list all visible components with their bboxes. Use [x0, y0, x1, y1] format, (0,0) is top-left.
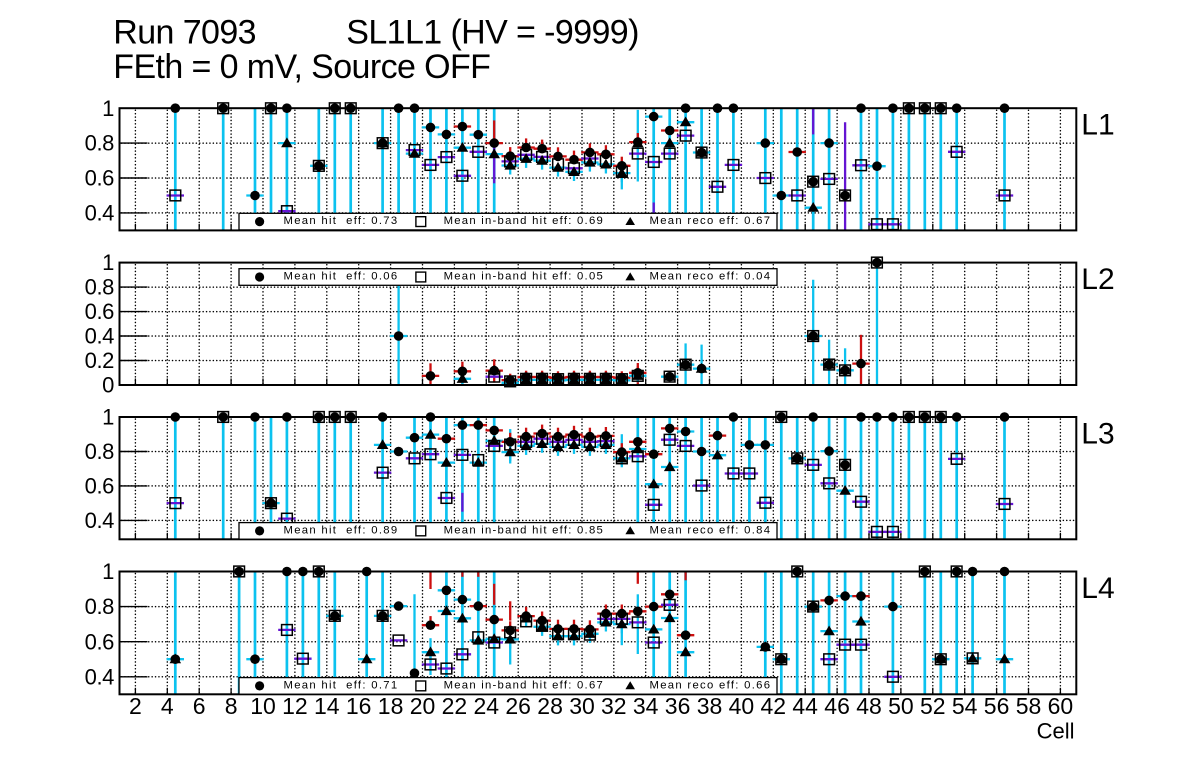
svg-text:0.2: 0.2 — [85, 348, 115, 373]
svg-text:10: 10 — [250, 693, 276, 719]
svg-text:0.8: 0.8 — [85, 594, 115, 619]
svg-text:0.8: 0.8 — [85, 131, 115, 156]
svg-text:0.4: 0.4 — [85, 664, 115, 689]
svg-text:58: 58 — [1016, 693, 1042, 719]
svg-text:1: 1 — [102, 559, 114, 584]
svg-text:L1: L1 — [1081, 109, 1114, 142]
svg-text:40: 40 — [729, 693, 755, 719]
svg-text:Mean in-band hit eff: 0.05: Mean in-band hit eff: 0.05 — [444, 271, 604, 283]
svg-text:Mean reco eff: 0.67: Mean reco eff: 0.67 — [650, 215, 772, 227]
svg-text:0.4: 0.4 — [85, 508, 115, 533]
svg-text:Mean hit eff: 0.71: Mean hit eff: 0.71 — [284, 680, 399, 692]
svg-text:Mean hit eff: 0.06: Mean hit eff: 0.06 — [284, 271, 399, 283]
svg-text:Cell: Cell — [1037, 719, 1075, 744]
svg-text:8: 8 — [225, 693, 238, 719]
svg-text:12: 12 — [282, 693, 308, 719]
svg-text:Mean in-band hit eff: 0.67: Mean in-band hit eff: 0.67 — [444, 680, 604, 692]
svg-text:0.6: 0.6 — [85, 629, 115, 654]
svg-text:56: 56 — [984, 693, 1010, 719]
svg-text:Mean reco eff: 0.04: Mean reco eff: 0.04 — [650, 271, 772, 283]
svg-text:Mean hit eff: 0.73: Mean hit eff: 0.73 — [284, 215, 399, 227]
svg-text:Mean in-band hit eff: 0.85: Mean in-band hit eff: 0.85 — [444, 525, 604, 537]
svg-text:32: 32 — [601, 693, 627, 719]
svg-text:26: 26 — [505, 693, 531, 719]
svg-text:48: 48 — [856, 693, 882, 719]
svg-text:0.8: 0.8 — [85, 275, 115, 300]
svg-text:2: 2 — [129, 693, 142, 719]
svg-text:1: 1 — [102, 250, 114, 275]
svg-text:Mean hit eff: 0.89: Mean hit eff: 0.89 — [284, 525, 399, 537]
svg-text:36: 36 — [665, 693, 691, 719]
svg-text:38: 38 — [697, 693, 723, 719]
svg-text:50: 50 — [888, 693, 914, 719]
svg-text:0.6: 0.6 — [85, 166, 115, 191]
svg-text:22: 22 — [442, 693, 468, 719]
svg-text:0.6: 0.6 — [85, 299, 115, 324]
svg-text:46: 46 — [824, 693, 850, 719]
svg-text:42: 42 — [761, 693, 787, 719]
svg-text:28: 28 — [537, 693, 563, 719]
svg-text:0.6: 0.6 — [85, 474, 115, 499]
svg-text:0: 0 — [102, 373, 114, 398]
svg-text:14: 14 — [314, 693, 340, 719]
svg-text:0.4: 0.4 — [85, 201, 115, 226]
svg-text:60: 60 — [1048, 693, 1074, 719]
svg-text:FEth = 0 mV, Source OFF: FEth = 0 mV, Source OFF — [113, 48, 490, 86]
svg-text:L3: L3 — [1081, 417, 1114, 450]
svg-text:16: 16 — [346, 693, 372, 719]
svg-text:30: 30 — [569, 693, 595, 719]
svg-text:0.4: 0.4 — [85, 324, 115, 349]
svg-text:L4: L4 — [1081, 572, 1114, 605]
svg-text:Run 7093: Run 7093 — [113, 13, 256, 51]
svg-text:54: 54 — [952, 693, 978, 719]
svg-text:20: 20 — [410, 693, 436, 719]
svg-text:6: 6 — [193, 693, 206, 719]
svg-text:Mean reco eff: 0.84: Mean reco eff: 0.84 — [650, 525, 772, 537]
svg-text:52: 52 — [920, 693, 946, 719]
svg-text:1: 1 — [102, 96, 114, 121]
svg-text:SL1L1 (HV = -9999): SL1L1 (HV = -9999) — [346, 13, 639, 51]
svg-text:Mean reco eff: 0.66: Mean reco eff: 0.66 — [650, 680, 772, 692]
svg-text:4: 4 — [161, 693, 174, 719]
svg-text:Mean in-band hit eff: 0.69: Mean in-band hit eff: 0.69 — [444, 215, 604, 227]
svg-text:18: 18 — [378, 693, 404, 719]
svg-text:44: 44 — [792, 693, 818, 719]
svg-text:0.8: 0.8 — [85, 439, 115, 464]
svg-text:34: 34 — [633, 693, 659, 719]
svg-text:24: 24 — [474, 693, 500, 719]
svg-text:1: 1 — [102, 405, 114, 430]
svg-text:L2: L2 — [1081, 263, 1114, 296]
